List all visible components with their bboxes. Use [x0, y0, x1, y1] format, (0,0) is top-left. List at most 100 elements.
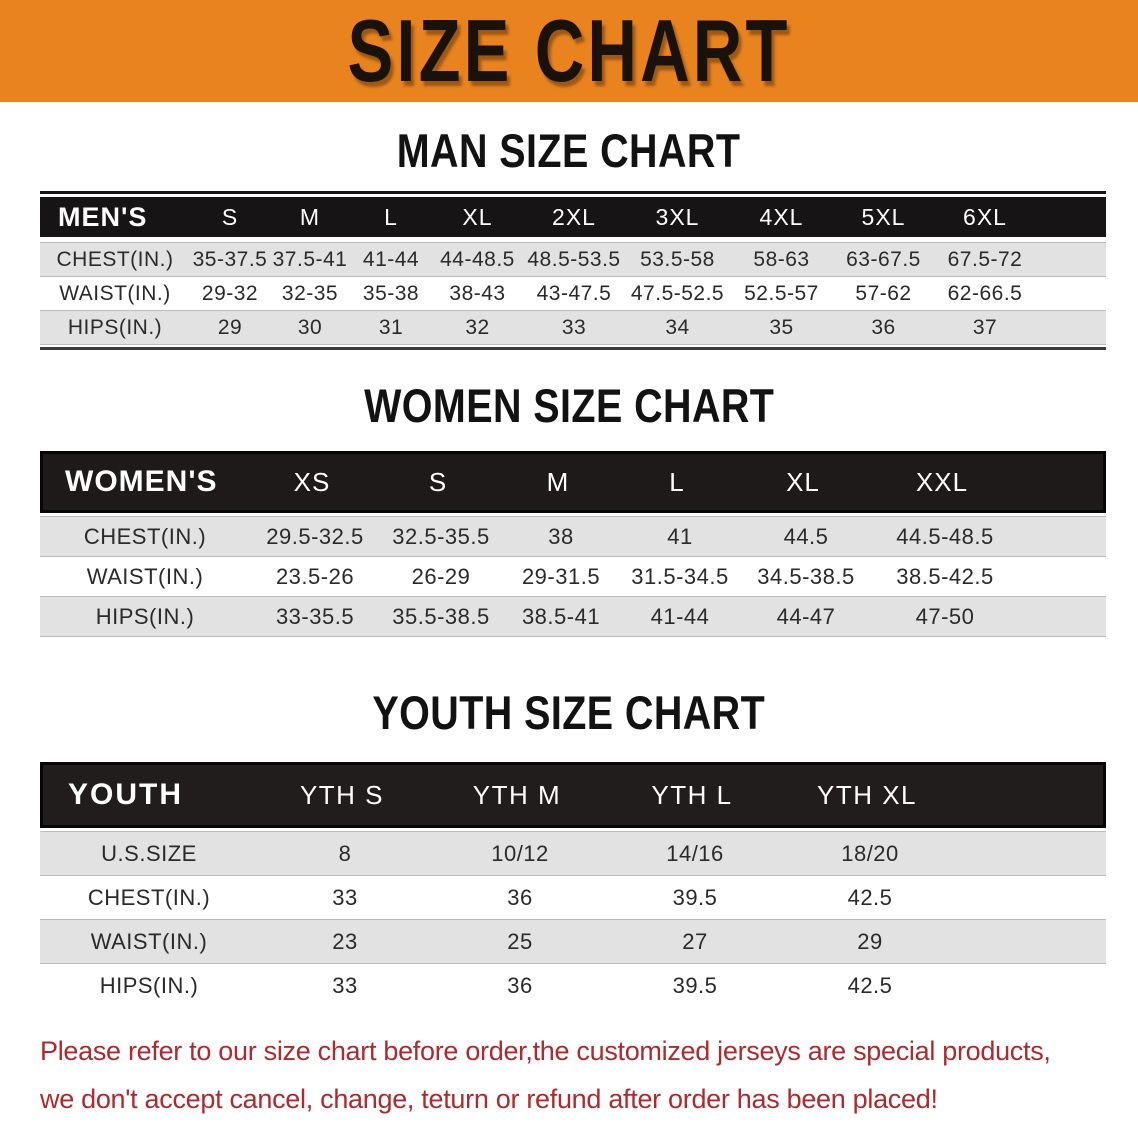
value-cell: 30: [297, 315, 323, 339]
size-column-header: 4XL: [759, 203, 804, 230]
row-label: CHEST(IN.): [56, 247, 174, 271]
size-column-header: S: [428, 466, 448, 497]
table-header-row: YOUTH YTH S YTH M YTH L YTH XL: [40, 762, 1106, 828]
size-column-header: M: [299, 203, 321, 230]
value-cell: 14/16: [666, 840, 724, 866]
value-cell: 29: [857, 928, 883, 954]
size-column-header: XS: [293, 466, 331, 497]
value-cell: 29.5-32.5: [266, 523, 364, 549]
size-column-header: XXL: [915, 466, 969, 497]
value-cell: 39.5: [672, 884, 718, 910]
table-row: U.S.SIZE 8 10/12 14/16 18/20: [40, 831, 1106, 876]
size-column-header: XL: [462, 203, 493, 230]
women-size-heading-text: WOMEN SIZE CHART: [363, 379, 775, 432]
value-cell: 53.5-58: [640, 247, 715, 271]
table-row: HIPS(IN.) 33 36 39.5 42.5: [40, 964, 1106, 1007]
size-column-header: 2XL: [552, 203, 596, 230]
value-cell: 23.5-26: [275, 563, 355, 589]
value-cell: 29-32: [201, 281, 259, 305]
men-size-section: MAN SIZE CHART MEN'S S M L XL 2XL 3XL 4XL 5XL 6XL…: [0, 127, 1138, 350]
size-column-header: YTH M: [472, 779, 562, 810]
size-column-header: YTH XL: [816, 779, 918, 810]
size-column-header: S: [221, 203, 239, 230]
disclaimer-line-2: we don't accept cancel, change, teturn o…: [40, 1084, 938, 1114]
value-cell: 52.5-57: [744, 281, 819, 305]
value-cell: 38.5-41: [521, 603, 601, 629]
value-cell: 33-35.5: [275, 603, 355, 629]
size-column-header: XL: [786, 466, 820, 497]
table-row: WAIST(IN.) 23 25 27 29: [40, 919, 1106, 964]
value-cell: 29: [217, 315, 243, 339]
value-cell: 10/12: [491, 840, 549, 866]
value-cell: 44-48.5: [440, 247, 515, 271]
row-label: HIPS(IN.): [67, 315, 163, 339]
size-column-header: 3XL: [655, 203, 700, 230]
disclaimer-line-1: Please refer to our size chart before or…: [40, 1036, 1051, 1066]
row-label: CHEST(IN.): [87, 884, 211, 910]
value-cell: 37: [972, 315, 998, 339]
size-column-header: 5XL: [861, 203, 906, 230]
value-cell: 35: [769, 315, 794, 339]
youth-size-table: YOUTH YTH S YTH M YTH L YTH XL U.S.SIZE 8 10/12…: [40, 762, 1106, 1007]
value-cell: 36: [507, 884, 533, 910]
value-cell: 38: [548, 523, 574, 549]
size-column-header: 6XL: [963, 203, 1007, 230]
value-cell: 47.5-52.5: [630, 281, 725, 305]
value-cell: 39.5: [672, 972, 718, 998]
value-cell: 32-35: [281, 281, 339, 305]
value-cell: 32.5-35.5: [392, 523, 490, 549]
men-size-heading-text: MAN SIZE CHART: [397, 124, 741, 177]
value-cell: 48.5-53.5: [527, 247, 621, 271]
men-size-heading: MAN SIZE CHART: [0, 127, 1138, 174]
value-cell: 43-47.5: [536, 281, 612, 305]
value-cell: 8: [338, 840, 352, 866]
value-cell: 36: [871, 315, 896, 339]
value-cell: 33: [332, 884, 358, 910]
value-cell: 38-43: [449, 281, 506, 305]
women-size-heading: WOMEN SIZE CHART: [0, 382, 1138, 429]
table-row: CHEST(IN.) 29.5-32.5 32.5-35.5 38 41 44.5 44.5…: [40, 516, 1106, 557]
value-cell: 23: [332, 928, 358, 954]
value-cell: 44.5: [783, 523, 829, 549]
size-column-header: L: [384, 203, 398, 230]
table-title-cell: WOMEN'S: [65, 465, 218, 498]
row-label: CHEST(IN.): [83, 523, 207, 549]
value-cell: 47-50: [915, 603, 975, 629]
size-chart-banner: SIZE CHART: [0, 0, 1138, 102]
row-label: WAIST(IN.): [90, 928, 208, 954]
youth-size-section: YOUTH SIZE CHART YOUTH YTH S YTH M YTH L YTH…: [0, 689, 1138, 1007]
table-row: CHEST(IN.) 35-37.5 37.5-41 41-44 44-48.5 48.5…: [40, 242, 1106, 277]
value-cell: 33: [332, 972, 358, 998]
value-cell: 34: [665, 315, 690, 339]
value-cell: 36: [507, 972, 533, 998]
table-header-row: WOMEN'S XS S M L XL XXL: [40, 451, 1106, 513]
size-column-header: YTH L: [651, 779, 733, 810]
value-cell: 67.5-72: [947, 247, 1023, 271]
row-label: HIPS(IN.): [99, 972, 199, 998]
value-cell: 42.5: [847, 884, 893, 910]
value-cell: 32: [465, 315, 490, 339]
value-cell: 44.5-48.5: [896, 523, 994, 549]
value-cell: 62-66.5: [947, 281, 1023, 305]
value-cell: 31.5-34.5: [631, 563, 729, 589]
table-row: HIPS(IN.) 29 30 31 32 33 34 35 36 37: [40, 310, 1106, 345]
value-cell: 29-31.5: [521, 563, 601, 589]
men-size-table: MEN'S S M L XL 2XL 3XL 4XL 5XL 6XL CHEST(IN.) 35-37…: [40, 191, 1106, 350]
youth-size-heading-text: YOUTH SIZE CHART: [372, 686, 766, 739]
value-cell: 57-62: [855, 281, 912, 305]
row-label: HIPS(IN.): [95, 603, 195, 629]
value-cell: 35-38: [362, 281, 420, 305]
value-cell: 41: [667, 523, 693, 549]
table-header-row: MEN'S S M L XL 2XL 3XL 4XL 5XL 6XL: [40, 197, 1106, 237]
table-row: WAIST(IN.) 29-32 32-35 35-38 38-43 43-47.5 47.…: [40, 277, 1106, 310]
size-column-header: YTH S: [299, 779, 385, 810]
value-cell: 26-29: [411, 563, 471, 589]
table-title-cell: MEN'S: [58, 201, 148, 232]
size-chart-title: SIZE CHART: [347, 1, 791, 100]
value-cell: 42.5: [847, 972, 893, 998]
value-cell: 33: [561, 315, 587, 339]
value-cell: 37.5-41: [272, 247, 348, 271]
value-cell: 25: [507, 928, 533, 954]
value-cell: 38.5-42.5: [896, 563, 994, 589]
